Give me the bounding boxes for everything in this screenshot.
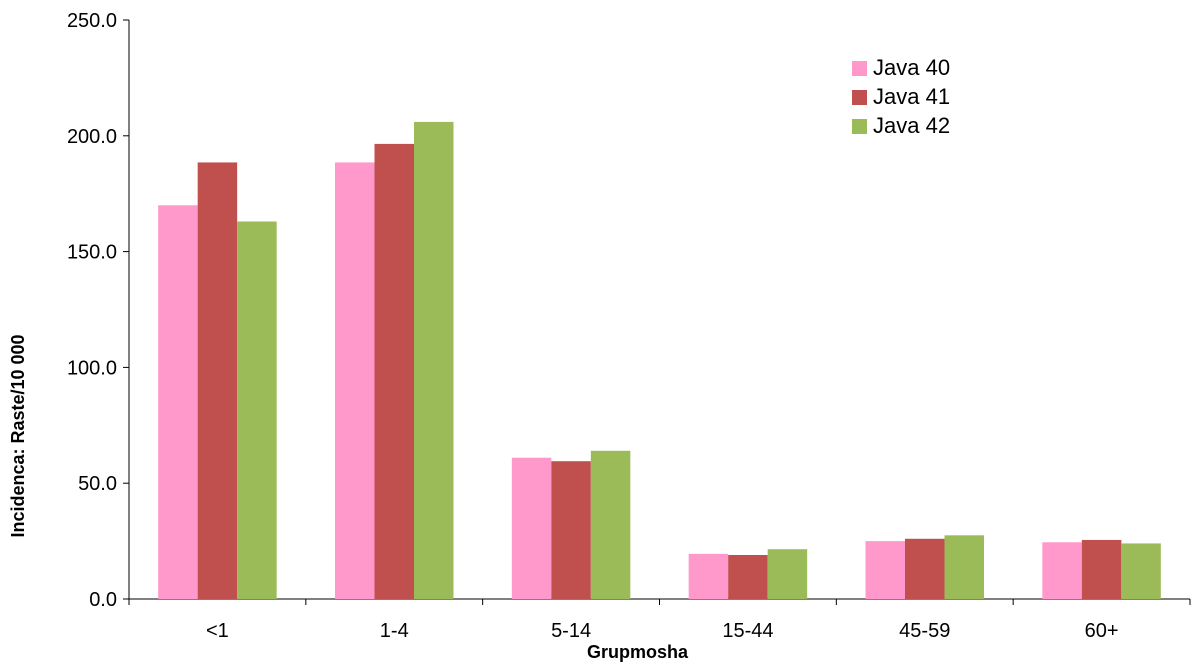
bar-java-42: [414, 121, 454, 600]
x-tick-label: 15-44: [722, 620, 773, 642]
y-axis-title: Incidenca: Raste/10 000: [8, 334, 28, 537]
bar-java-41: [374, 143, 414, 599]
bar-java-41: [905, 538, 945, 599]
legend-swatch: [852, 90, 867, 105]
legend-swatch: [852, 119, 867, 134]
y-tick-label: 100.0: [67, 357, 117, 379]
y-tick-label: 150.0: [67, 242, 117, 264]
bar-java-42: [767, 549, 808, 599]
x-tick-label: 45-59: [899, 620, 950, 642]
y-tick-label: 50.0: [78, 473, 117, 495]
bar-java-40: [1042, 542, 1082, 599]
legend-label: Java 42: [873, 113, 950, 138]
x-tick-label: 1-4: [380, 620, 409, 642]
y-tick-label: 250.0: [67, 10, 117, 32]
legend-swatch: [852, 61, 867, 76]
x-axis-title: Grupmosha: [587, 642, 689, 662]
bar-java-42: [590, 450, 631, 599]
bar-java-40: [158, 205, 198, 599]
bar-java-41: [728, 554, 768, 599]
y-tick-label: 200.0: [67, 126, 117, 148]
y-tick-label: 0.0: [89, 589, 117, 611]
bar-java-40: [511, 457, 552, 599]
legend: Java 40 Java 41 Java 42: [852, 55, 950, 138]
x-tick-label: <1: [206, 620, 229, 642]
bar-java-42: [944, 535, 984, 599]
bar-java-40: [688, 553, 729, 599]
bar-java-42: [1121, 543, 1161, 599]
bar-java-41: [551, 461, 591, 599]
bar-java-41: [1081, 539, 1122, 599]
legend-label: Java 40: [873, 55, 950, 80]
legend-label: Java 41: [873, 84, 950, 109]
bar-java-42: [237, 221, 277, 599]
y-axis: 0.0 50.0 100.0 150.0 200.0 250.0: [67, 10, 130, 611]
bar-java-41: [197, 162, 238, 599]
x-axis: <1 1-4 5-14 15-44 45-59 60+: [128, 598, 1191, 642]
bars: [158, 121, 1161, 600]
x-tick-label: 5-14: [551, 620, 591, 642]
x-tick-label: 60+: [1085, 620, 1119, 642]
bar-java-40: [335, 162, 375, 599]
bar-java-40: [865, 541, 905, 599]
